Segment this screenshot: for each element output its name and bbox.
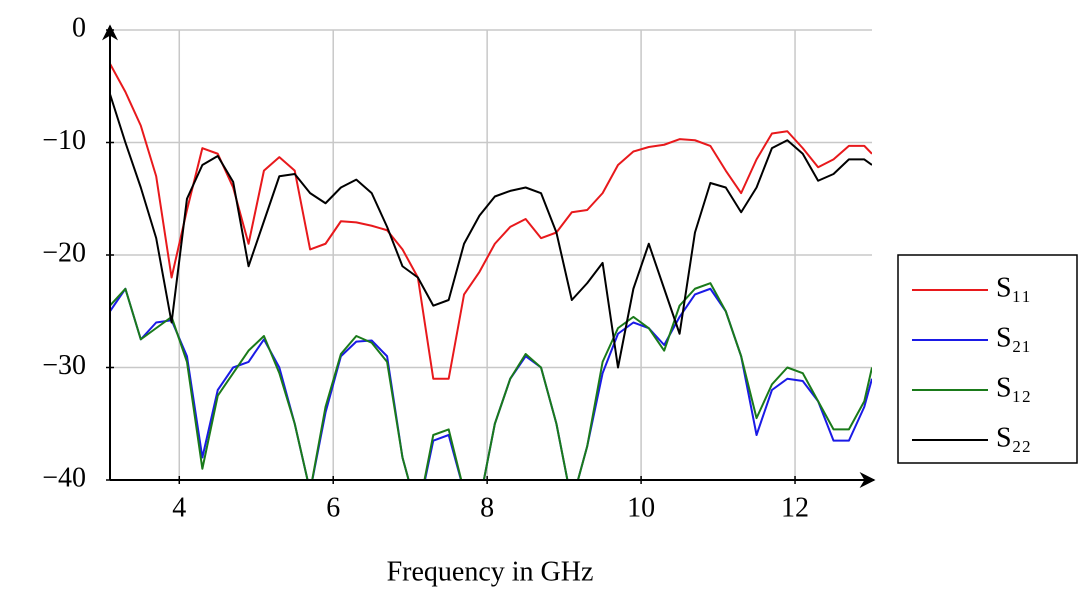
plot-area (110, 63, 872, 480)
y-tick-label: −40 (42, 462, 86, 493)
legend-label: S₂₁ (996, 322, 1031, 353)
x-tick-label: 10 (627, 492, 655, 523)
x-tick-label: 4 (172, 492, 186, 523)
x-axis-label: Frequency in GHz (387, 556, 594, 587)
series-line (110, 93, 872, 369)
y-tick-label: −20 (42, 237, 86, 268)
grid (110, 29, 872, 481)
series-line (110, 63, 872, 380)
x-tick-label: 8 (480, 492, 494, 523)
series-line (110, 282, 872, 480)
y-tick-label: 0 (72, 12, 86, 43)
y-tick-label: −10 (42, 125, 86, 156)
x-tick-label: 6 (326, 492, 340, 523)
legend-label: S₁₂ (996, 372, 1031, 403)
legend-label: S₂₂ (996, 422, 1031, 453)
legend-label: S₁₁ (996, 272, 1031, 303)
y-tick-label: −30 (42, 350, 86, 381)
legend (897, 254, 1078, 464)
x-tick-label: 12 (781, 492, 809, 523)
